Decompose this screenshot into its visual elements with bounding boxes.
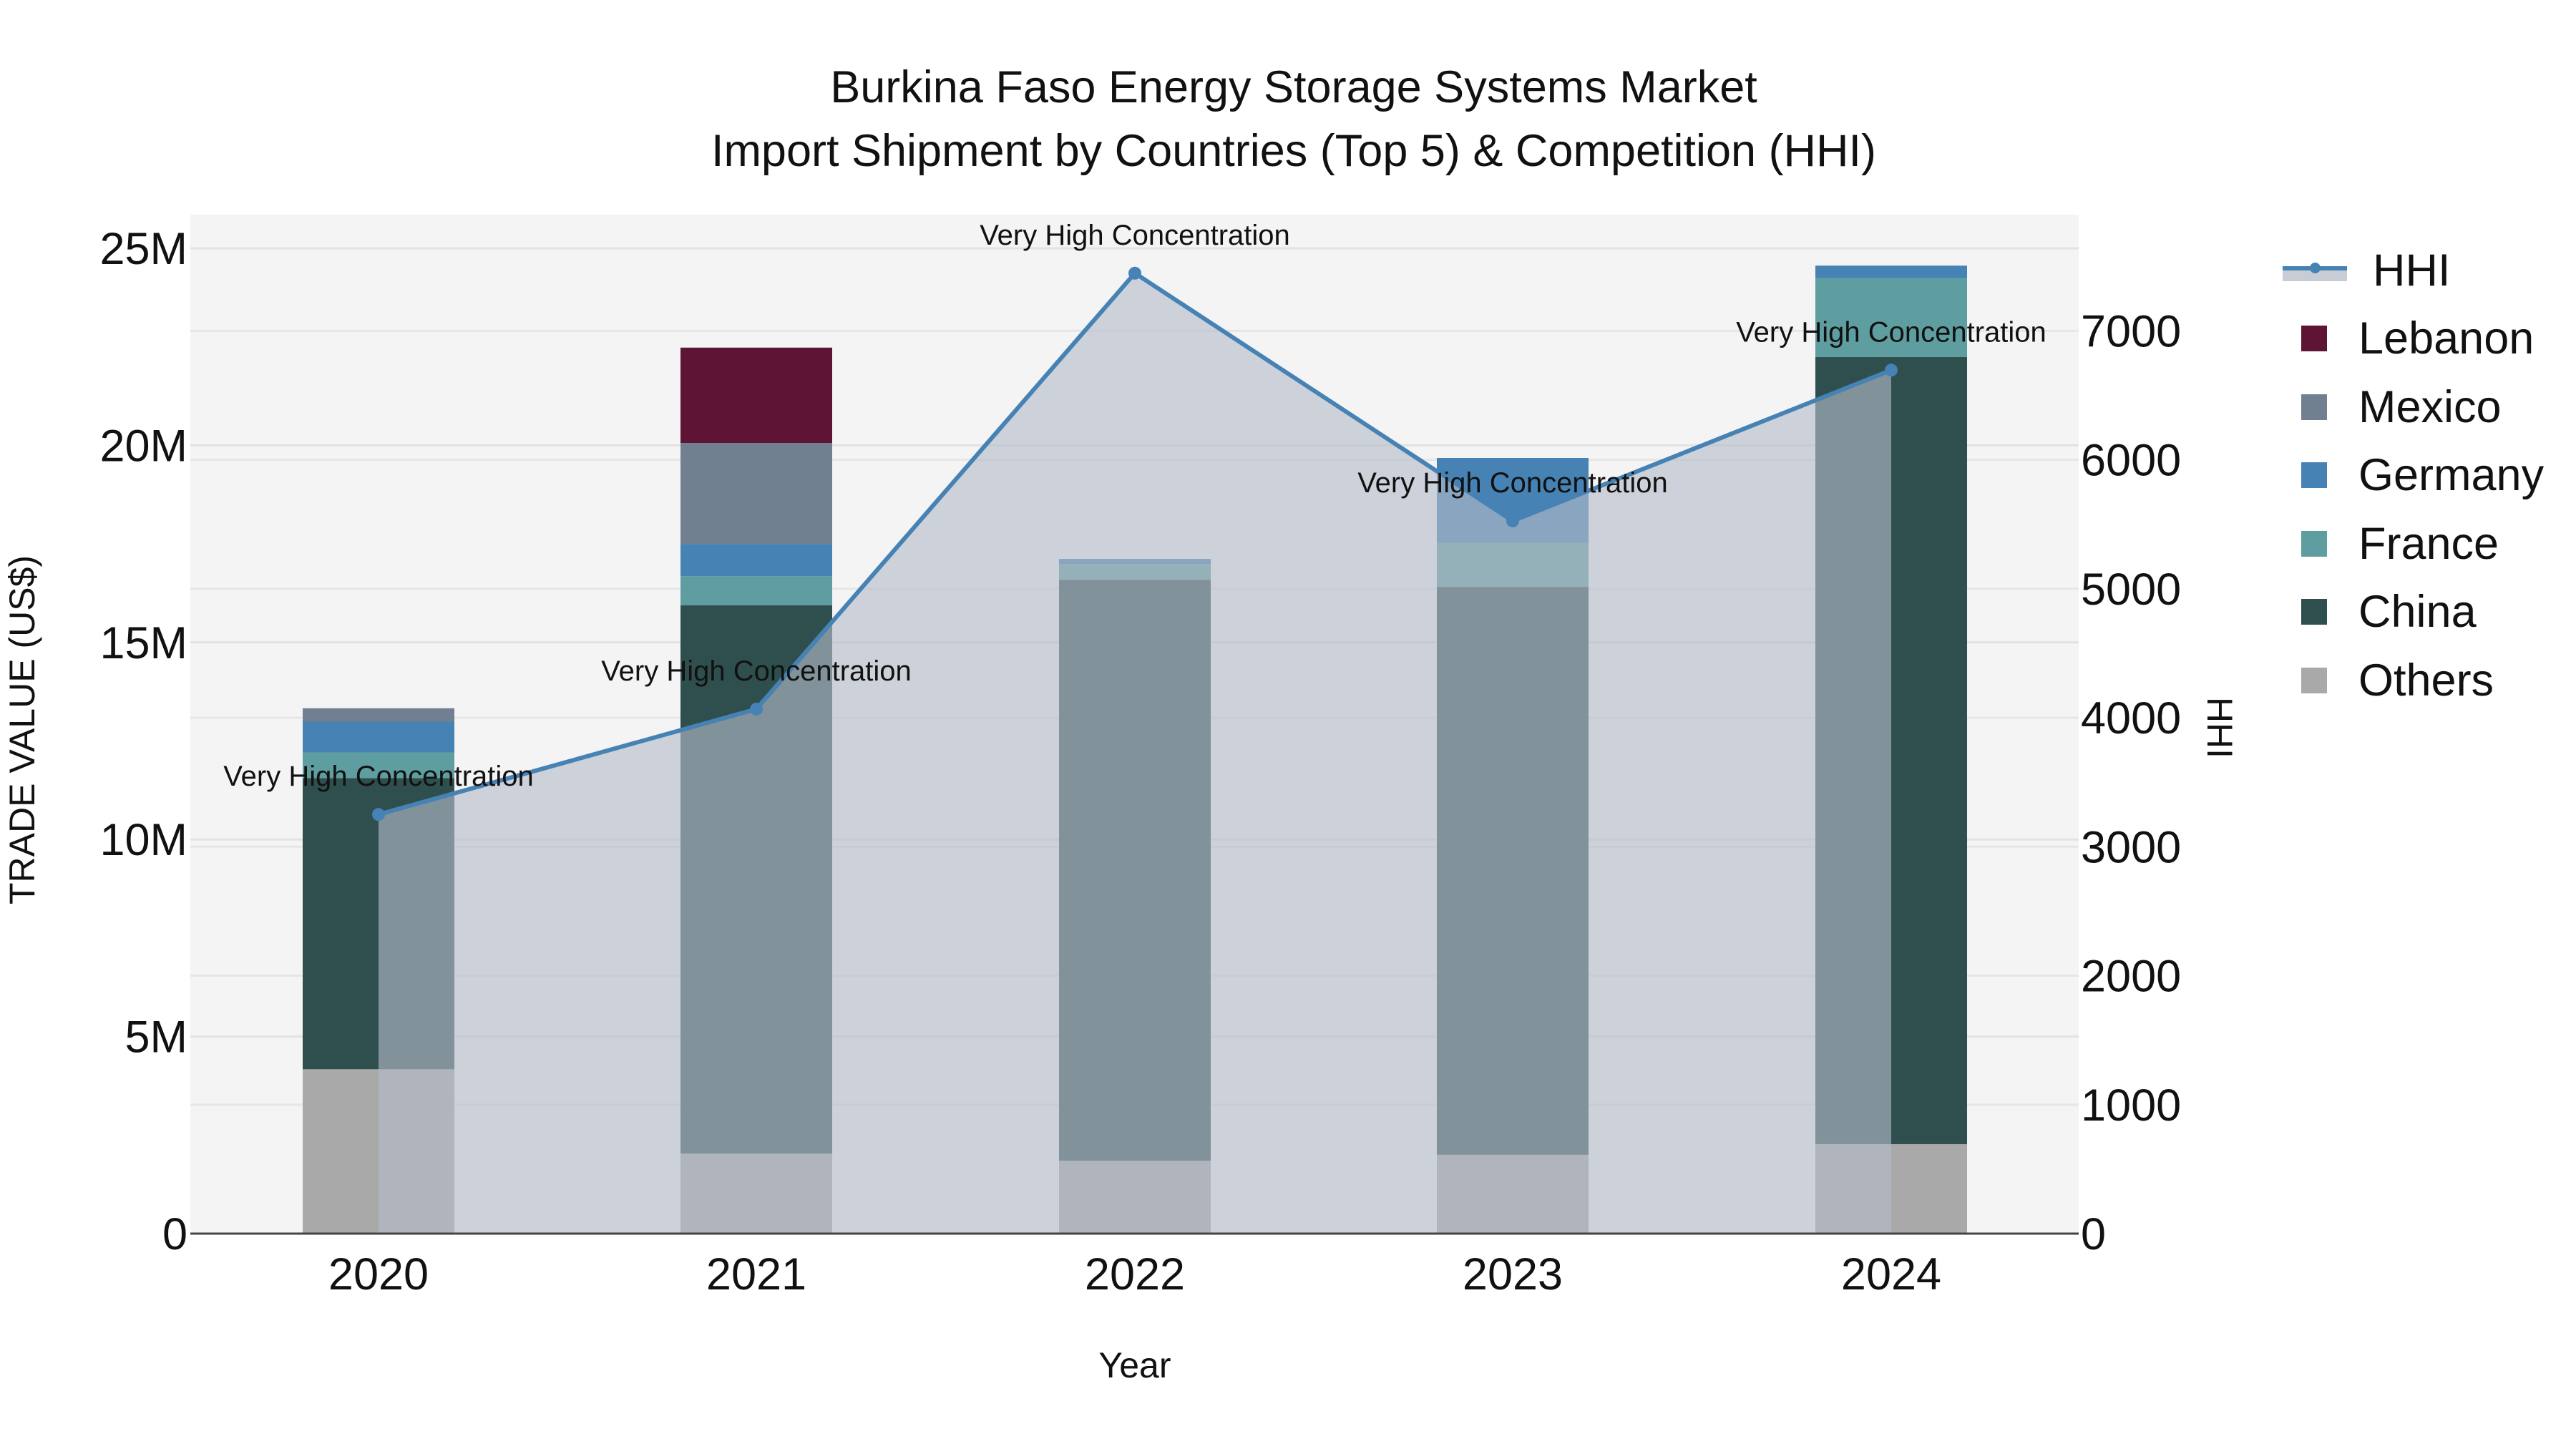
y-right-tick: 7000 [2081, 306, 2181, 356]
x-tick-2024: 2024 [1841, 1249, 1941, 1299]
legend-item-china[interactable]: China [2275, 578, 2544, 647]
color-swatch-icon [2301, 462, 2327, 489]
y-right-tick: 4000 [2081, 693, 2181, 743]
legend-label: Lebanon [2358, 313, 2534, 364]
hhi-area [379, 273, 1891, 1234]
color-swatch-icon [2301, 530, 2327, 557]
legend-label: China [2358, 587, 2477, 638]
legend-label: Others [2358, 655, 2494, 706]
legend-item-germany[interactable]: Germany [2275, 441, 2544, 510]
hhi-point-2022[interactable] [1128, 266, 1141, 280]
legend-label: Mexico [2358, 381, 2502, 432]
hhi-annotations: Very High Concentration Very High Concent… [223, 220, 2046, 792]
hhi-point-2021[interactable] [750, 702, 763, 716]
hhi-annotation: Very High Concentration [223, 761, 534, 792]
y-left-tick: 0 [162, 1209, 187, 1259]
y-right-tick: 3000 [2081, 822, 2181, 872]
bar-segment-germany[interactable] [303, 721, 454, 753]
y-left-tick: 15M [99, 618, 187, 668]
x-axis-title: Year [1098, 1345, 1171, 1385]
legend-item-lebanon[interactable]: Lebanon [2275, 305, 2544, 374]
y-left-tick: 5M [125, 1013, 187, 1063]
hhi-line[interactable] [372, 266, 1898, 821]
y-left-tick: 20M [99, 421, 187, 471]
chart-title-line2: Import Shipment by Countries (Top 5) & C… [711, 126, 1876, 176]
x-tick-2022: 2022 [1085, 1249, 1185, 1299]
hhi-point-2023[interactable] [1506, 514, 1519, 527]
x-tick-2023: 2023 [1463, 1249, 1563, 1299]
y-right-axis: 0 1000 2000 3000 4000 5000 6000 7000 [2081, 306, 2181, 1259]
legend-item-others[interactable]: Others [2275, 646, 2544, 715]
bar-segment-france[interactable] [1815, 278, 1967, 358]
line-marker-icon [2283, 256, 2347, 285]
hhi-annotation: Very High Concentration [1357, 467, 1668, 499]
bar-segment-france[interactable] [303, 752, 454, 779]
y-right-tick: 6000 [2081, 436, 2181, 486]
legend-label: France [2358, 518, 2499, 569]
legend-label: HHI [2373, 245, 2451, 296]
y-right-tick: 0 [2081, 1209, 2106, 1259]
legend-label: Germany [2358, 450, 2545, 501]
legend-item-mexico[interactable]: Mexico [2275, 373, 2544, 441]
y-right-tick: 5000 [2081, 565, 2181, 615]
y-left-tick: 10M [99, 815, 187, 865]
color-swatch-icon [2301, 326, 2327, 352]
color-swatch-icon [2301, 599, 2327, 625]
hhi-annotation: Very High Concentration [1736, 316, 2046, 348]
bar-segment-germany[interactable] [1815, 265, 1967, 278]
color-swatch-icon [2301, 394, 2327, 420]
bar-segment-germany[interactable] [680, 544, 832, 577]
bar-segment-france[interactable] [680, 576, 832, 606]
x-tick-2020: 2020 [328, 1249, 429, 1299]
x-axis: 2020 2021 2022 2023 2024 [328, 1249, 1941, 1299]
bar-segment-mexico[interactable] [680, 443, 832, 545]
hhi-annotation: Very High Concentration [601, 655, 912, 687]
hhi-point-2020[interactable] [372, 808, 385, 821]
y-left-axis: 0 5M 10M 15M 20M 25M [99, 224, 187, 1259]
hhi-point-2024[interactable] [1885, 364, 1898, 377]
legend-item-france[interactable]: France [2275, 509, 2544, 578]
legend: HHI Lebanon Mexico Germany France China Others [2275, 236, 2544, 715]
y-right-tick: 2000 [2081, 952, 2181, 1002]
bar-segment-lebanon[interactable] [680, 347, 832, 444]
hhi-annotation: Very High Concentration [980, 220, 1290, 251]
y-right-axis-title: HHI [2200, 697, 2240, 758]
y-right-tick: 1000 [2081, 1080, 2181, 1131]
y-left-tick: 25M [99, 224, 187, 274]
y-left-axis-title: TRADE VALUE (US$) [2, 555, 42, 904]
color-swatch-icon [2301, 667, 2327, 693]
x-tick-2021: 2021 [706, 1249, 806, 1299]
legend-item-hhi[interactable]: HHI [2275, 236, 2544, 305]
bar-segment-mexico[interactable] [303, 708, 454, 722]
chart-title-line1: Burkina Faso Energy Storage Systems Mark… [830, 62, 1757, 112]
